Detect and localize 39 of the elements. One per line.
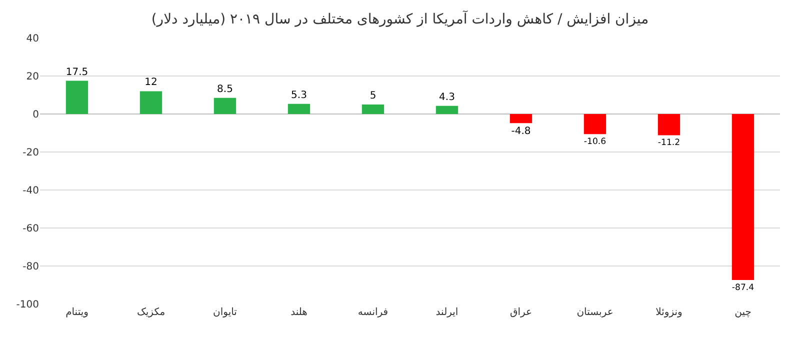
x-tick-label: فرانسه	[358, 307, 388, 318]
y-tick-label: 20	[26, 72, 39, 82]
bar	[140, 91, 162, 114]
bar	[510, 114, 532, 124]
bar	[214, 98, 236, 114]
bar	[288, 104, 310, 114]
data-label: -10.6	[584, 137, 606, 148]
data-label: 5.3	[291, 90, 307, 101]
bar	[362, 104, 384, 114]
x-tick-label: مکزیک	[136, 307, 166, 318]
x-tick-label: چین	[734, 307, 752, 318]
data-label: 5	[370, 90, 376, 102]
x-tick-label: ایرلند	[436, 307, 458, 318]
bar	[66, 80, 88, 114]
y-tick-label: 40	[26, 34, 39, 44]
y-tick-label: 0	[32, 110, 39, 120]
x-tick-label: ویتنام	[66, 307, 89, 318]
bar	[658, 114, 680, 136]
data-label: 8.5	[217, 84, 233, 95]
bar	[584, 114, 606, 134]
x-tick-label: ونزوئلا	[656, 307, 683, 318]
x-tick-label: عربستان	[576, 307, 614, 318]
bar	[436, 106, 458, 114]
y-tick-label: -60	[22, 224, 39, 234]
x-tick-label: عراق	[510, 307, 532, 318]
data-label: -11.2	[658, 138, 680, 148]
y-tick-label: -80	[22, 262, 39, 272]
data-label: -87.4	[732, 282, 754, 293]
y-tick-label: -20	[22, 148, 39, 158]
bar	[732, 114, 754, 280]
x-tick-label: تایوان	[213, 307, 238, 318]
data-label: 17.5	[66, 66, 88, 78]
y-tick-label: -40	[22, 186, 39, 196]
data-label: 4.3	[439, 92, 455, 103]
chart-title: میزان افزایش / کاهش واردات آمریکا از کشورهای مختلف در سال ۲۰۱۹ (میلیارد دلار)	[151, 9, 649, 28]
data-label: 12	[144, 77, 158, 88]
y-tick-label: -100	[16, 300, 39, 310]
data-label: -4.8	[511, 126, 531, 138]
x-tick-label: هلند	[290, 307, 308, 318]
